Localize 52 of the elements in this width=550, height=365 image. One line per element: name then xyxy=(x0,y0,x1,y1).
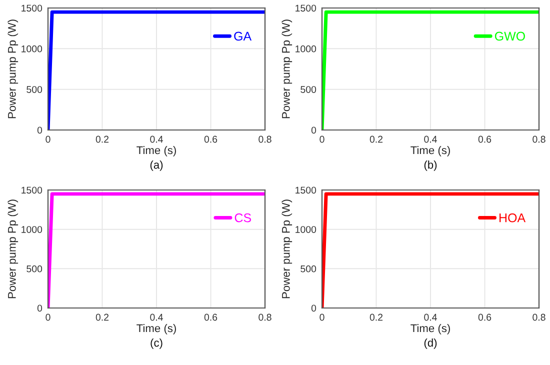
y-tick-label: 500 xyxy=(300,86,316,93)
y-tick-label: 1000 xyxy=(296,45,316,52)
y-tick-label: 500 xyxy=(300,265,316,272)
x-tick-label: 0.6 xyxy=(478,314,492,321)
text: (c) xyxy=(150,338,162,349)
y-axis-title: Power pump Pp (W) xyxy=(8,200,18,298)
x-tick-label: 0.8 xyxy=(532,136,546,143)
x-tick-label: 0.2 xyxy=(370,136,383,143)
x-tick-label: 0.6 xyxy=(478,136,492,143)
x-tick-label: 0.6 xyxy=(204,136,218,143)
x-tick-label: 0 xyxy=(320,136,324,143)
text: (a) xyxy=(150,160,163,171)
x-tick-label: 0.4 xyxy=(424,314,437,321)
y-tick-label: 1000 xyxy=(22,226,42,233)
y-tick-label: 0 xyxy=(37,304,42,312)
x-axis-title: Time (s) xyxy=(410,146,450,156)
y-tick-label: 1000 xyxy=(296,226,316,233)
x-axis-title: Time (s) xyxy=(410,324,450,334)
x-tick-label: 0.4 xyxy=(150,136,163,143)
x-tick-label: 0.4 xyxy=(424,136,437,143)
legend-label: GWO xyxy=(494,32,525,41)
x-tick-label: 0 xyxy=(46,136,50,143)
y-tick-label: 500 xyxy=(26,86,42,93)
legend-label: GA xyxy=(234,32,252,41)
y-tick-label: 1500 xyxy=(296,186,316,194)
x-tick-label: 0.6 xyxy=(204,314,218,321)
x-tick-label: 0.8 xyxy=(532,314,546,321)
y-tick-label: 1500 xyxy=(296,4,316,12)
y-axis-title: Power pump Pp (W) xyxy=(282,200,292,298)
y-axis-title: Power pump Pp (W) xyxy=(282,20,292,118)
y-tick-label: 500 xyxy=(26,265,42,272)
x-tick-label: 0.8 xyxy=(258,136,272,143)
x-tick-label: 0 xyxy=(46,314,50,321)
x-axis-title: Time (s) xyxy=(136,146,176,156)
y-tick-label: 1500 xyxy=(22,4,42,12)
y-tick-label: 1500 xyxy=(22,186,42,194)
x-axis-title: Time (s) xyxy=(136,324,176,334)
text: (b) xyxy=(424,160,437,171)
x-tick-label: 0 xyxy=(320,314,324,321)
x-tick-label: 0.4 xyxy=(150,314,163,321)
x-tick-label: 0.8 xyxy=(258,314,272,321)
legend-label: HOA xyxy=(500,213,526,222)
y-tick-label: 0 xyxy=(311,126,316,134)
y-tick-label: 0 xyxy=(37,126,42,134)
x-tick-label: 0.2 xyxy=(370,314,383,321)
y-tick-label: 0 xyxy=(311,304,316,312)
y-tick-label: 1000 xyxy=(22,45,42,52)
text: (d) xyxy=(424,338,437,349)
x-tick-label: 0.2 xyxy=(96,136,109,143)
x-tick-label: 0.2 xyxy=(96,314,109,321)
y-axis-title: Power pump Pp (W) xyxy=(8,20,18,118)
legend-label: CS xyxy=(234,213,252,222)
